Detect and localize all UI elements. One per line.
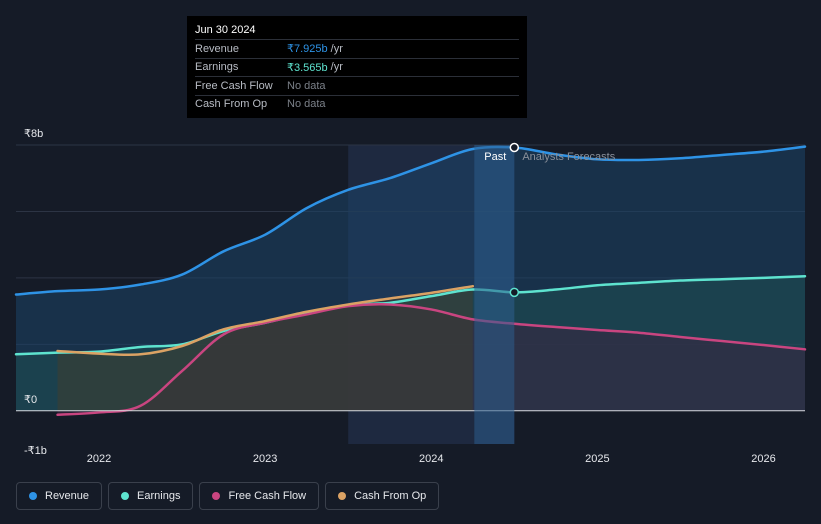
tooltip-row-free-cash-flow: Free Cash Flow No data	[195, 76, 519, 95]
y-axis-labels: ₹8b ₹0 -₹1b	[24, 128, 47, 457]
tooltip-label: Cash From Op	[195, 98, 268, 111]
cash-from-op-line	[56, 284, 475, 357]
free-cash-flow-dot-icon	[212, 492, 221, 500]
tooltip: Jun 30 2024 Revenue ₹7.925b /yr Earnings…	[187, 16, 527, 118]
tooltip-label: Earnings	[195, 61, 239, 74]
tooltip-unit: /yr	[330, 61, 343, 74]
tooltip-value: ₹3.565b	[287, 61, 328, 74]
tooltip-unit: /yr	[330, 42, 343, 55]
tooltip-value: ₹7.925b	[287, 43, 328, 56]
earnings-dot-icon	[121, 492, 130, 500]
tooltip-row-cash-from-op: Cash From Op No data	[195, 94, 519, 114]
revenue-line	[14, 145, 807, 296]
cash-from-op-area	[57, 286, 473, 411]
legend: Revenue Earnings Free Cash Flow Cash Fro…	[16, 482, 440, 510]
revenue-marker	[509, 142, 520, 153]
x-tick-label: 2023	[253, 453, 277, 465]
legend-label: Cash From Op	[354, 490, 427, 502]
tooltip-label: Free Cash Flow	[195, 79, 273, 92]
tooltip-value: No data	[287, 98, 326, 111]
earnings-marker	[509, 287, 520, 298]
legend-label: Free Cash Flow	[228, 490, 307, 502]
legend-item-revenue[interactable]: Revenue	[16, 482, 103, 510]
tooltip-row-earnings: Earnings ₹3.565b /yr	[195, 57, 519, 77]
y-tick-label: ₹0	[24, 394, 37, 406]
tooltip-row-revenue: Revenue ₹7.925b /yr	[195, 39, 519, 58]
tooltip-value: No data	[287, 79, 326, 92]
tooltip-date: Jun 30 2024	[195, 24, 256, 36]
x-axis-labels: 2022 2023 2024 2025 2026	[87, 453, 776, 465]
hover-markers	[509, 142, 520, 298]
y-tick-label: -₹1b	[24, 445, 47, 457]
tooltip-label: Revenue	[195, 42, 240, 55]
x-tick-label: 2022	[87, 453, 111, 465]
x-tick-label: 2026	[751, 453, 775, 465]
forecast-label: Analysts Forecasts	[522, 151, 615, 163]
past-label: Past	[484, 151, 506, 163]
y-tick-label: ₹8b	[24, 128, 43, 140]
earnings-line	[14, 274, 807, 356]
series-lines	[14, 145, 807, 417]
revenue-dot-icon	[29, 492, 37, 500]
free-cash-flow-line	[56, 303, 807, 417]
series-areas	[16, 146, 806, 415]
legend-item-earnings[interactable]: Earnings	[108, 482, 194, 510]
x-tick-label: 2025	[585, 453, 609, 465]
legend-item-cash-from-op[interactable]: Cash From Op	[325, 482, 440, 510]
legend-item-free-cash-flow[interactable]: Free Cash Flow	[199, 482, 320, 510]
cash-from-op-dot-icon	[338, 492, 347, 500]
divider-band	[474, 145, 515, 444]
x-tick-label: 2024	[419, 453, 443, 465]
legend-label: Revenue	[45, 490, 90, 502]
legend-label: Earnings	[137, 490, 181, 502]
